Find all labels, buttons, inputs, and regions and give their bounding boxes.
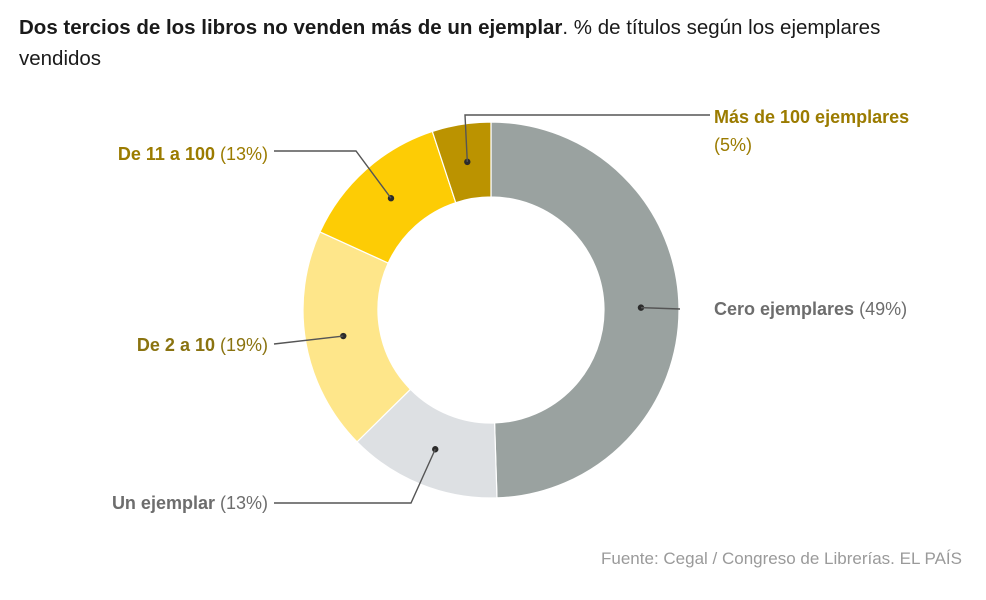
label-de-11-a-100: De 11 a 100 (13%) xyxy=(118,144,268,164)
slice-mas-de-100-ejemplares xyxy=(431,121,492,204)
label-name: Cero ejemplares xyxy=(714,299,854,319)
label-name: Un ejemplar xyxy=(112,493,215,513)
donut-slices xyxy=(302,121,680,499)
label-cero-ejemplares: Cero ejemplares (49%) xyxy=(714,299,907,319)
label-un-ejemplar: Un ejemplar (13%) xyxy=(112,493,268,513)
label-percent: (19%) xyxy=(215,335,268,355)
label-name: De 2 a 10 xyxy=(137,335,215,355)
label-percent: (5%) xyxy=(714,135,752,155)
label-mas-de-100-ejemplares: Más de 100 ejemplares (5%) xyxy=(714,107,909,155)
label-percent: (49%) xyxy=(854,299,907,319)
chart-title-bold: Dos tercios de los libros no venden más … xyxy=(19,16,563,39)
leader-line-mas-de-100-ejemplares xyxy=(464,114,710,162)
chart-subtitle: . % de títulos según los ejemplares vend… xyxy=(19,16,881,70)
chart-title: Dos tercios de los libros no venden más … xyxy=(19,12,919,74)
leader-line-un-ejemplar xyxy=(274,448,436,504)
leader-line-de-2-a-10 xyxy=(273,335,344,345)
source-note: Fuente: Cegal / Congreso de Librerías. E… xyxy=(601,549,962,568)
label-de-2-a-10: De 2 a 10 (19%) xyxy=(137,335,268,355)
leader-line-de-11-a-100 xyxy=(274,150,392,199)
slice-labels: Cero ejemplares (49%)Un ejemplar (13%)De… xyxy=(112,107,909,513)
label-name: Más de 100 ejemplares xyxy=(714,107,909,127)
label-percent: (13%) xyxy=(215,144,268,164)
label-percent: (13%) xyxy=(215,493,268,513)
leader-line-cero-ejemplares xyxy=(640,306,681,310)
leader-lines xyxy=(273,114,710,504)
slice-cero-ejemplares xyxy=(490,121,680,499)
label-name: De 11 a 100 xyxy=(118,144,215,164)
